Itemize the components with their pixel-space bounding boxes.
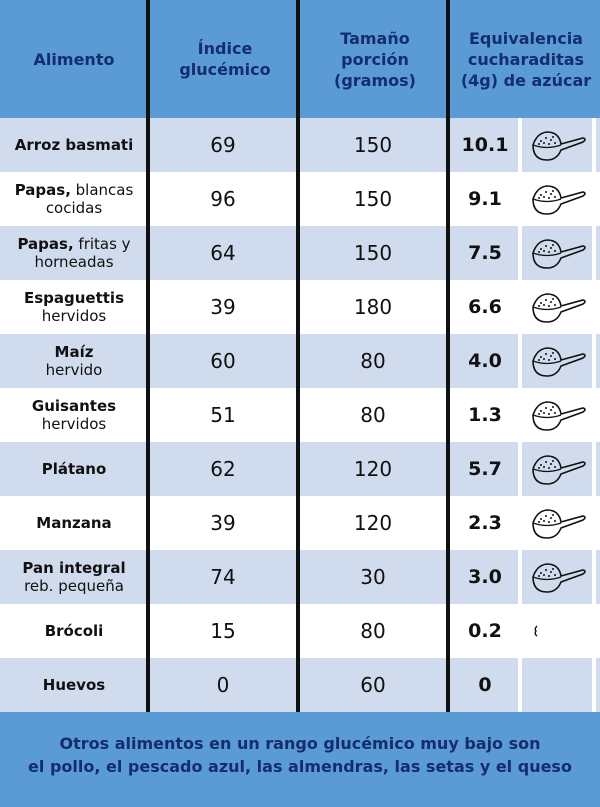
spoon-icon bbox=[524, 550, 592, 604]
glycemic-index: 74 bbox=[210, 565, 236, 589]
food-name: Manzana bbox=[0, 496, 148, 550]
footer-note: Otros alimentos en un rango glucémico mu… bbox=[0, 712, 600, 807]
food-name: Pan integral reb. pequeña bbox=[0, 550, 148, 604]
food-name-bold: Espaguettis bbox=[23, 289, 125, 307]
food-name-bold: Plátano bbox=[41, 460, 107, 478]
spoon-icon bbox=[524, 496, 592, 550]
food-name: Maíz hervido bbox=[0, 334, 148, 388]
glycemic-index: 60 bbox=[210, 349, 236, 373]
divider bbox=[146, 0, 150, 712]
table-row: Papas, blancas cocidas 96 150 9.1 bbox=[0, 172, 600, 226]
divider bbox=[592, 118, 596, 712]
table-row: Guisantes hervidos 51 80 1.3 bbox=[0, 388, 600, 442]
header-sugar-equivalence: Equivalencia cucharaditas (4g) de azúcar bbox=[460, 28, 592, 90]
portion-grams: 60 bbox=[360, 673, 386, 697]
glycemic-index: 0 bbox=[216, 673, 230, 697]
portion-grams: 120 bbox=[353, 511, 393, 535]
table-row: Papas, fritas y horneadas 64 150 7.5 bbox=[0, 226, 600, 280]
sugar-teaspoons: 10.1 bbox=[461, 134, 509, 156]
spoon-icon bbox=[524, 118, 592, 172]
sugar-teaspoons: 0.2 bbox=[468, 620, 502, 642]
glycemic-index: 15 bbox=[210, 619, 236, 643]
spoon-icon bbox=[524, 658, 592, 712]
glycemic-index: 51 bbox=[210, 403, 236, 427]
food-name: Arroz basmati bbox=[0, 118, 148, 172]
table-row: Espaguettis hervidos 39 180 6.6 bbox=[0, 280, 600, 334]
header-portion: Tamaño porción (gramos) bbox=[334, 28, 416, 90]
portion-grams: 180 bbox=[353, 295, 393, 319]
food-detail: fritas y horneadas bbox=[34, 235, 131, 271]
divider bbox=[446, 0, 450, 712]
sugar-teaspoons: 6.6 bbox=[468, 296, 502, 318]
sugar-teaspoons: 2.3 bbox=[468, 512, 502, 534]
spoon-icon bbox=[524, 172, 592, 226]
food-name: Brócoli bbox=[0, 604, 148, 658]
sugar-teaspoons: 4.0 bbox=[468, 350, 502, 372]
sugar-teaspoons: 1.3 bbox=[468, 404, 502, 426]
divider bbox=[518, 118, 522, 712]
sugar-teaspoons: 7.5 bbox=[468, 242, 502, 264]
food-detail: hervido bbox=[45, 361, 103, 379]
header-glycemic-index: Índice glucémico bbox=[179, 39, 271, 79]
portion-grams: 30 bbox=[360, 565, 386, 589]
table-row: Huevos 0 60 0 bbox=[0, 658, 600, 712]
food-detail: reb. pequeña bbox=[24, 577, 124, 595]
spoon-icon bbox=[524, 442, 592, 496]
portion-grams: 120 bbox=[353, 457, 393, 481]
glycemic-index: 64 bbox=[210, 241, 236, 265]
glycemic-index: 39 bbox=[210, 295, 236, 319]
glycemic-index: 62 bbox=[210, 457, 236, 481]
food-name-bold: Maíz bbox=[54, 343, 94, 361]
portion-grams: 150 bbox=[353, 241, 393, 265]
header-food: Alimento bbox=[33, 49, 115, 69]
footer-text: Otros alimentos en un rango glucémico mu… bbox=[28, 734, 572, 776]
spoon-icon bbox=[524, 280, 592, 334]
spoon-icon bbox=[524, 334, 592, 388]
food-name: Guisantes hervidos bbox=[0, 388, 148, 442]
food-name-bold: Huevos bbox=[42, 676, 106, 694]
food-name: Plátano bbox=[0, 442, 148, 496]
sugar-teaspoons: 0 bbox=[478, 674, 492, 696]
portion-grams: 80 bbox=[360, 619, 386, 643]
food-name-bold: Papas, bbox=[14, 181, 71, 199]
glycemic-index: 96 bbox=[210, 187, 236, 211]
food-name-bold: Papas, bbox=[17, 235, 74, 253]
food-name-bold: Pan integral bbox=[22, 559, 126, 577]
portion-grams: 150 bbox=[353, 187, 393, 211]
portion-grams: 80 bbox=[360, 403, 386, 427]
food-name-bold: Guisantes bbox=[31, 397, 117, 415]
glycemic-index: 39 bbox=[210, 511, 236, 535]
spoon-icon bbox=[524, 226, 592, 280]
sugar-teaspoons: 3.0 bbox=[468, 566, 502, 588]
table-row: Manzana 39 120 2.3 bbox=[0, 496, 600, 550]
food-name: Huevos bbox=[0, 658, 148, 712]
food-name-bold: Brócoli bbox=[44, 622, 104, 640]
table-row: Brócoli 15 80 0.2 bbox=[0, 604, 600, 658]
food-detail: hervidos bbox=[41, 415, 107, 433]
sugar-teaspoons: 5.7 bbox=[468, 458, 502, 480]
portion-grams: 150 bbox=[353, 133, 393, 157]
divider bbox=[296, 0, 300, 712]
food-name: Papas, fritas y horneadas bbox=[0, 226, 148, 280]
food-name: Papas, blancas cocidas bbox=[0, 172, 148, 226]
portion-grams: 80 bbox=[360, 349, 386, 373]
table-header: Alimento Índice glucémico Tamaño porción… bbox=[0, 0, 600, 118]
glycemic-index: 69 bbox=[210, 133, 236, 157]
food-name: Espaguettis hervidos bbox=[0, 280, 148, 334]
table-row: Pan integral reb. pequeña 74 30 3.0 bbox=[0, 550, 600, 604]
spoon-icon bbox=[524, 388, 592, 442]
food-detail: blancas cocidas bbox=[45, 181, 134, 217]
sugar-teaspoons: 9.1 bbox=[468, 188, 502, 210]
spoon-icon bbox=[524, 604, 592, 658]
food-detail: hervidos bbox=[41, 307, 107, 325]
food-name-bold: Arroz basmati bbox=[14, 136, 134, 154]
table-row: Arroz basmati 69 150 10.1 bbox=[0, 118, 600, 172]
table-row: Maíz hervido 60 80 4.0 bbox=[0, 334, 600, 388]
food-name-bold: Manzana bbox=[36, 514, 112, 532]
table-row: Plátano 62 120 5.7 bbox=[0, 442, 600, 496]
